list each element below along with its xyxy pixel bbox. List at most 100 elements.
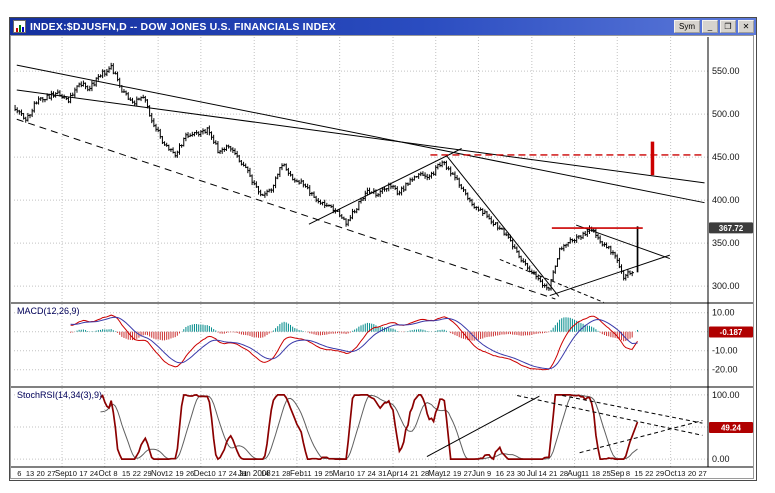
month-axis-label: Jan 2008 [238,469,271,478]
scale-label: 300.00 [712,281,740,291]
week-axis-label: 20 [37,469,45,478]
week-axis-label: 21 [271,469,279,478]
week-axis-label: 24 [90,469,98,478]
month-axis-label: Mar [333,469,347,478]
month-axis-label: Oct [664,469,677,478]
scale-label: -10.00 [712,346,738,356]
restore-button[interactable]: ❐ [720,20,736,33]
stochrsi-pane-label: StochRSI(14,34(3),9) [17,390,102,400]
week-axis-label: 28 [282,469,290,478]
week-axis-label: 25 [602,469,610,478]
week-axis-label: 14 [400,469,408,478]
chart-area: MACD(12,26,9) StochRSI(14,34(3),9) 550.00 5… [10,35,756,479]
value-badges: 367.72 -0.187 49.24 [709,222,753,433]
last-price-badge [709,222,753,234]
week-axis-label: 11 [581,469,589,478]
week-axis-label: 17 [79,469,87,478]
svg-text:367.72: 367.72 [719,224,744,233]
scale-label: 10.00 [712,308,735,318]
scale-label: 0.00 [712,454,730,464]
week-axis-label: 14 [261,469,269,478]
trendline-annotations [16,64,705,458]
scale-label: 400.00 [712,195,740,205]
week-axis-label: 12 [442,469,450,478]
chart-canvas[interactable]: MACD(12,26,9)StochRSI(14,34(3),9)550.005… [10,35,754,479]
week-axis-label: 9 [487,469,491,478]
window-titlebar[interactable]: INDEX:$DJUSFN,D -- DOW JONES U.S. FINANC… [10,18,756,35]
week-axis-label: 21 [410,469,418,478]
svg-text:-0.187: -0.187 [720,328,743,337]
week-axis-label: 25 [325,469,333,478]
week-axis-label: 20 [688,469,696,478]
price-scale: 550.00 500.00 450.00 400.00 350.00 300.00 10.0… [712,66,740,464]
chart-app-icon [13,20,26,33]
week-axis-label: 31 [239,469,247,478]
week-axis-label: 24 [368,469,376,478]
macd-value-badge [709,326,753,338]
window-controls: Sym _ ❐ ✕ [674,20,754,33]
macd-pane-label: MACD(12,26,9) [17,306,80,316]
week-axis-label: 6 [17,469,21,478]
scale-label: 350.00 [712,238,740,248]
week-axis-label: 22 [645,469,653,478]
month-axis-label: Apr [387,469,400,478]
scale-label: 450.00 [712,152,740,162]
month-axis-label: Dec [194,469,208,478]
week-axis-label: 13 [677,469,685,478]
month-axis-label: Aug [567,469,581,478]
month-axis-label: Sep [55,469,70,478]
week-axis-label: 29 [656,469,664,478]
week-axis-label: 12 [165,469,173,478]
week-axis-label: 19 [453,469,461,478]
week-axis-label: 8 [626,469,630,478]
week-axis-label: 16 [496,469,504,478]
scale-label: -20.00 [712,365,738,375]
stochrsi-pane [99,394,639,461]
gridlines [14,37,708,467]
month-axis-label: Jul [527,469,537,478]
month-axis-label: Nov [151,469,165,478]
price-series [14,62,640,291]
scale-label: 500.00 [712,109,740,119]
week-axis-label: 26 [186,469,194,478]
week-axis-label: 27 [47,469,55,478]
week-axis-label: 14 [538,469,546,478]
sym-button[interactable]: Sym [674,20,700,33]
week-axis-label: 29 [143,469,151,478]
week-axis-label: 17 [218,469,226,478]
month-axis-label: Feb [290,469,304,478]
week-axis-label: 28 [421,469,429,478]
scale-label: 100.00 [712,390,740,400]
week-axis-label: 24 [229,469,237,478]
week-axis-label: 15 [634,469,642,478]
close-button[interactable]: ✕ [738,20,754,33]
week-axis-label: 27 [464,469,472,478]
month-axis-label: Oct [99,469,112,478]
month-axis-label: Sep [610,469,625,478]
week-axis-label: 10 [69,469,77,478]
month-axis-label: May [428,469,443,478]
week-axis-label: 23 [506,469,514,478]
pane-frames: MACD(12,26,9) StochRSI(14,34(3),9) [10,35,754,479]
week-axis-label: 31 [378,469,386,478]
stochrsi-value-badge [709,421,753,433]
week-axis-label: 13 [26,469,34,478]
week-axis-label: 10 [346,469,354,478]
window-title: INDEX:$DJUSFN,D -- DOW JONES U.S. FINANC… [30,20,336,33]
week-axis-label: 8 [113,469,117,478]
svg-text:49.24: 49.24 [721,423,742,432]
week-axis-label: 19 [314,469,322,478]
date-axis: 6 13 20 27 Sep 10 17 24 Oct 8 15 22 29 Nov 12 19 26 Dec 10… [17,469,707,478]
minimize-button[interactable]: _ [702,20,718,33]
week-axis-label: 30 [517,469,525,478]
week-axis-label: 11 [304,469,312,478]
week-axis-label: 17 [357,469,365,478]
week-axis-label: 27 [698,469,706,478]
week-axis-label: 22 [133,469,141,478]
week-axis-label: 28 [560,469,568,478]
week-axis-label: 15 [122,469,130,478]
week-axis-label: 10 [207,469,215,478]
macd-pane [70,314,639,371]
week-axis-label: 18 [592,469,600,478]
